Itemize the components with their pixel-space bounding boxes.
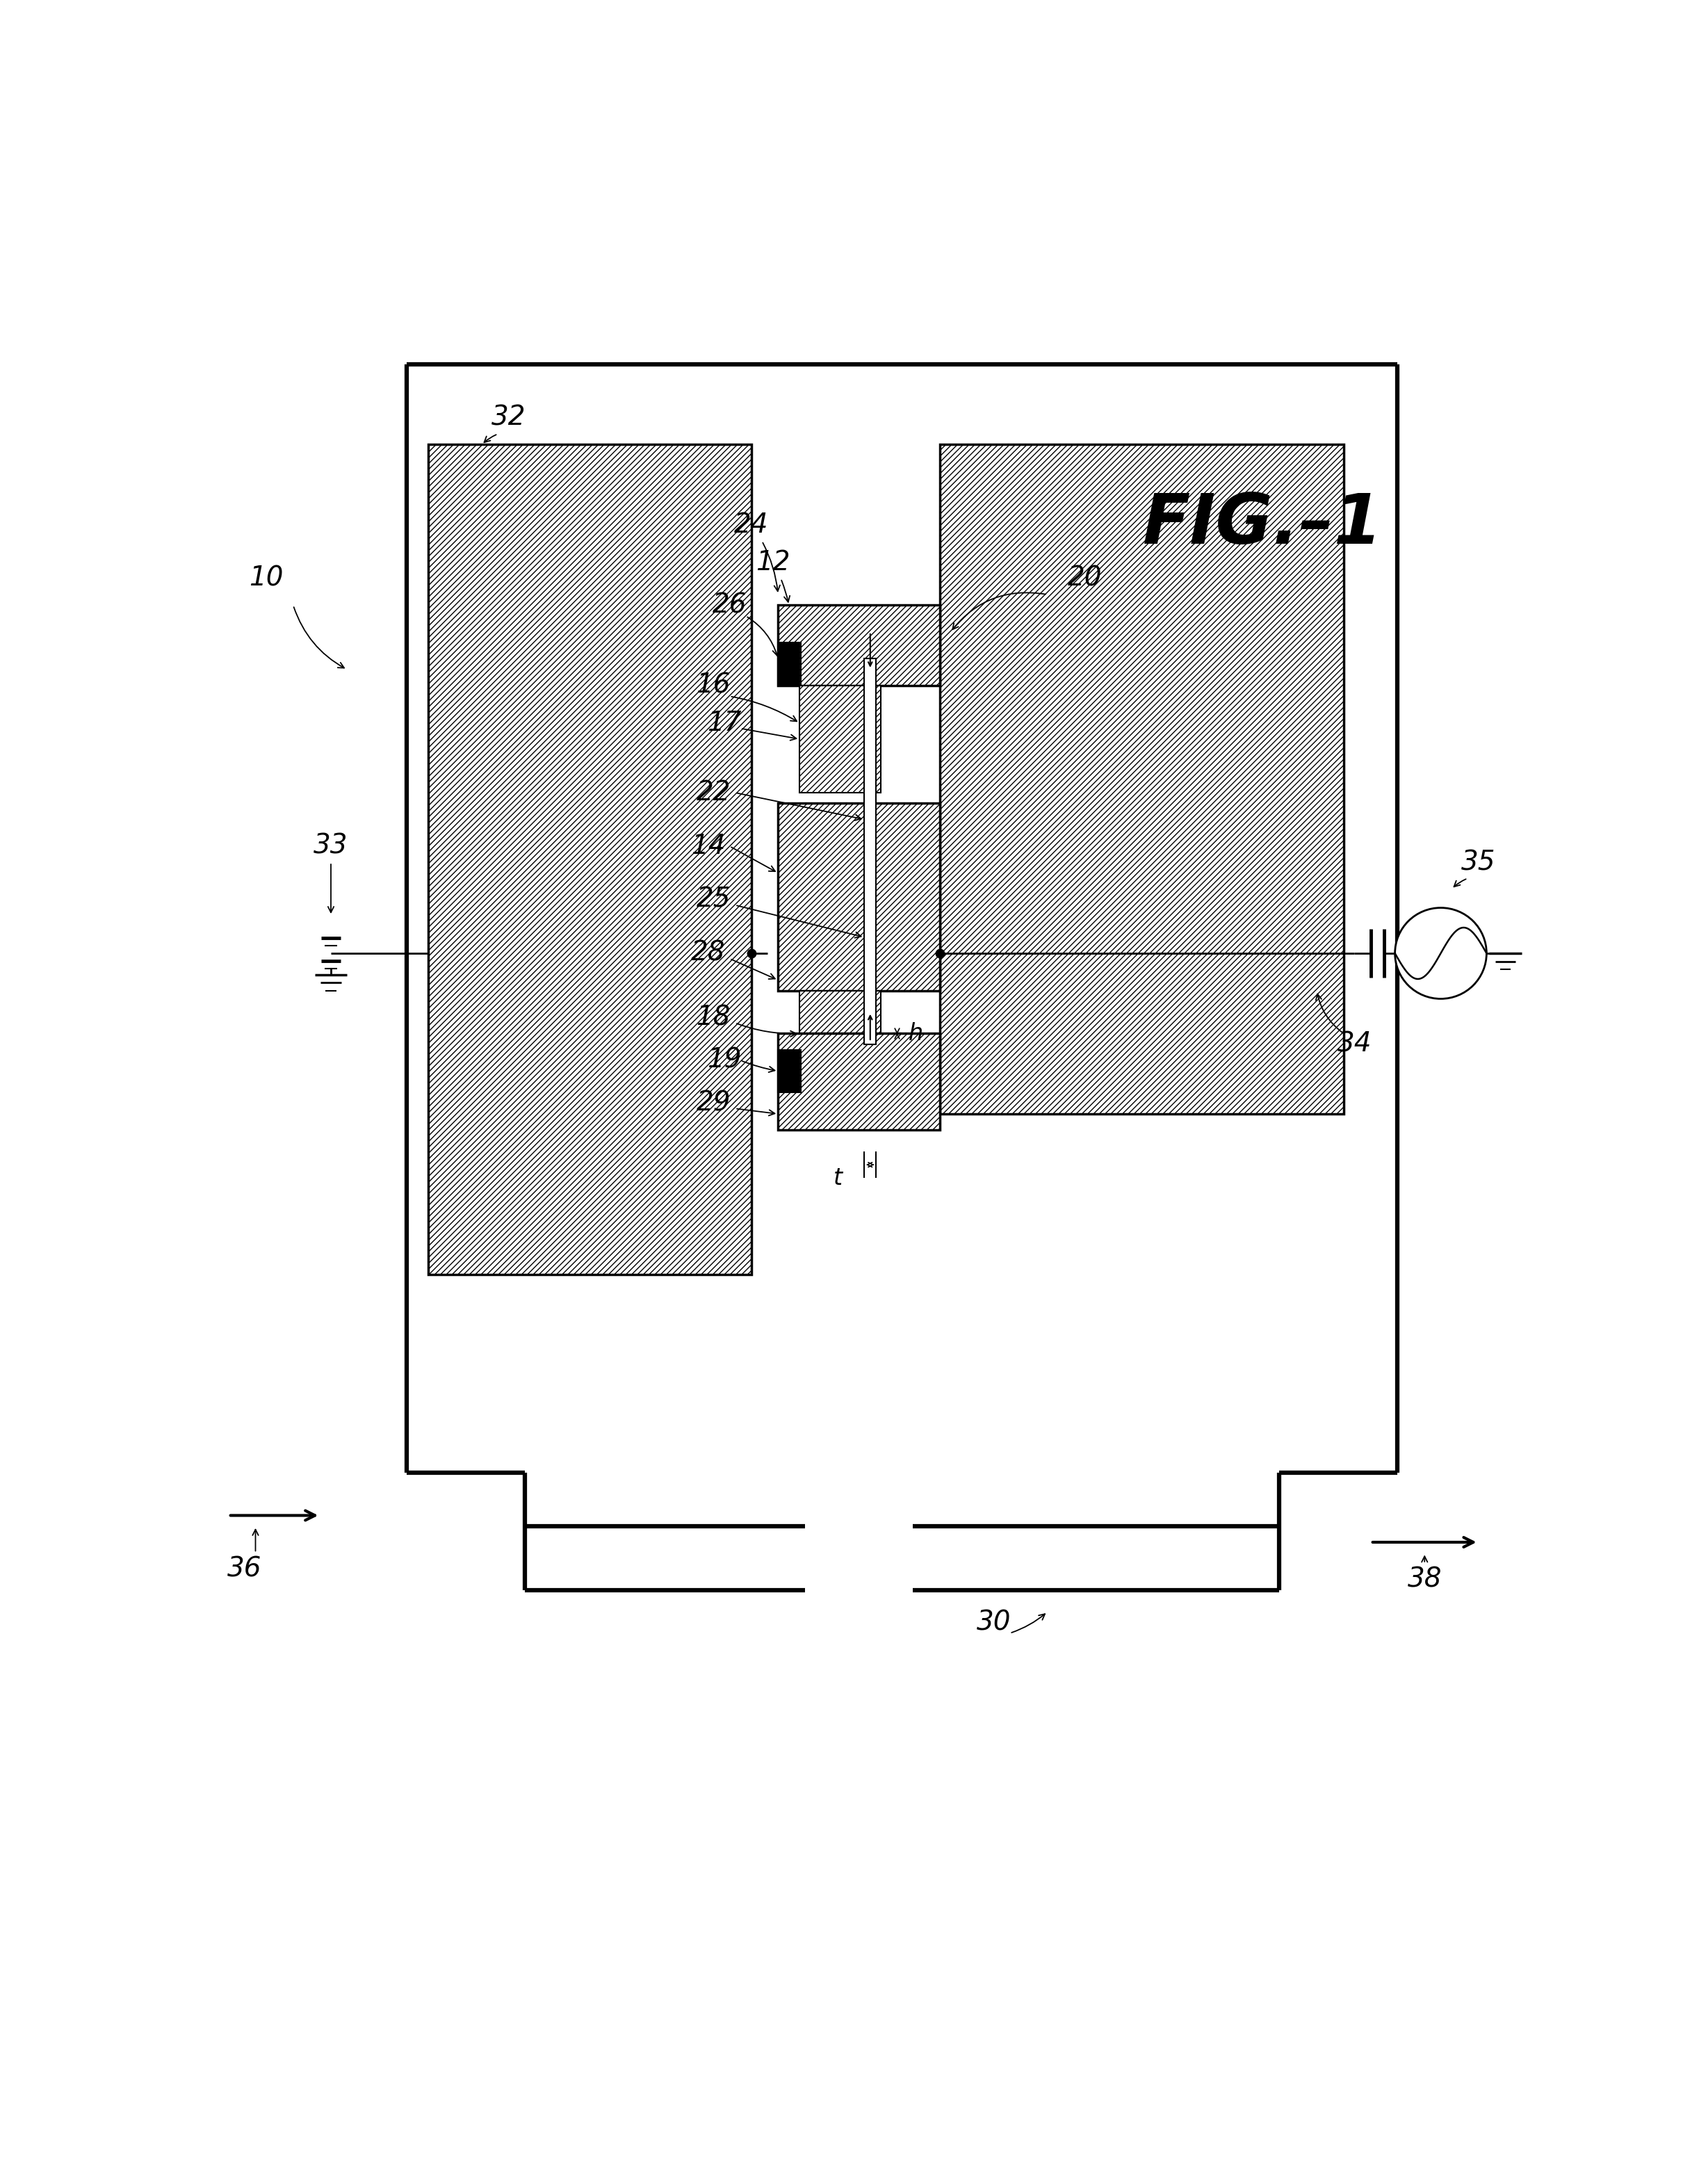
Text: 36: 36 bbox=[228, 1555, 262, 1581]
Bar bbox=[778, 605, 940, 686]
Text: 32: 32 bbox=[491, 404, 527, 430]
Text: 20: 20 bbox=[1069, 566, 1103, 592]
Text: 38: 38 bbox=[1407, 1566, 1442, 1592]
Bar bbox=[428, 446, 751, 1275]
Bar bbox=[778, 1051, 800, 1092]
Text: 28: 28 bbox=[691, 939, 725, 968]
Bar bbox=[865, 660, 877, 1044]
Text: t: t bbox=[833, 1166, 843, 1190]
Text: 35: 35 bbox=[1461, 850, 1495, 876]
Text: 19: 19 bbox=[707, 1046, 741, 1075]
Bar bbox=[778, 1033, 940, 1129]
Bar bbox=[778, 804, 940, 992]
Bar bbox=[800, 686, 880, 793]
Text: 25: 25 bbox=[697, 887, 731, 913]
Text: 14: 14 bbox=[691, 832, 725, 860]
Text: 12: 12 bbox=[756, 548, 790, 577]
Text: 34: 34 bbox=[1337, 1031, 1371, 1057]
Text: 17: 17 bbox=[707, 710, 741, 736]
Text: 22: 22 bbox=[697, 780, 731, 806]
Text: 29: 29 bbox=[697, 1090, 731, 1116]
Text: 18: 18 bbox=[697, 1005, 731, 1031]
Text: 26: 26 bbox=[712, 592, 748, 618]
Text: 33: 33 bbox=[314, 832, 348, 860]
Bar bbox=[778, 642, 800, 686]
Text: 24: 24 bbox=[734, 511, 768, 537]
Text: FIG.–1: FIG.–1 bbox=[1143, 491, 1383, 559]
Text: 30: 30 bbox=[977, 1610, 1011, 1636]
Text: 16: 16 bbox=[697, 673, 731, 699]
Circle shape bbox=[1395, 909, 1487, 998]
Text: 10: 10 bbox=[250, 566, 284, 592]
Bar bbox=[940, 446, 1344, 1114]
Bar bbox=[800, 992, 880, 1033]
Text: h: h bbox=[909, 1022, 923, 1046]
